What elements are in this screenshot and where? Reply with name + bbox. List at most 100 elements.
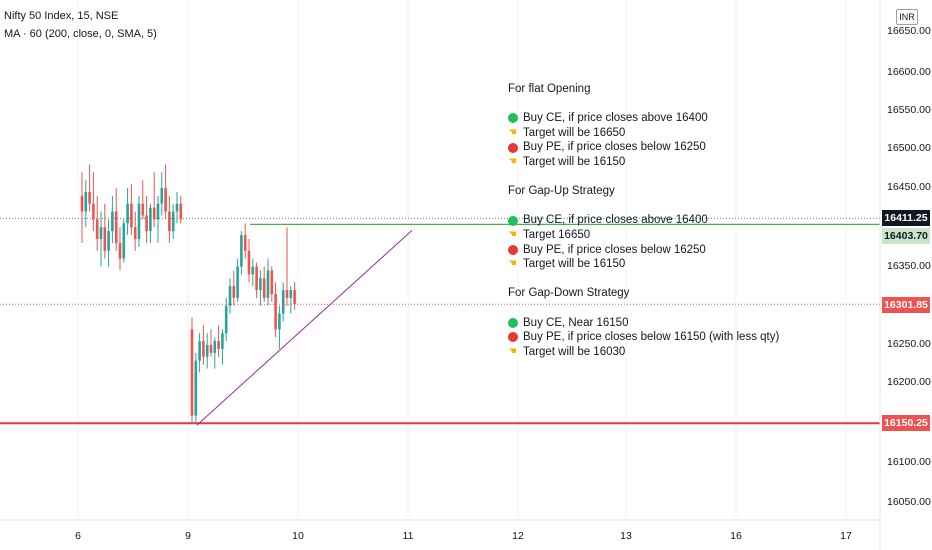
candle[interactable] <box>251 266 255 275</box>
price-label-16301[interactable]: 16301.85 <box>882 297 930 313</box>
candle[interactable] <box>285 290 289 298</box>
candle[interactable] <box>137 203 141 240</box>
y-tick-label: 16200.00 <box>887 376 931 388</box>
candle[interactable] <box>240 235 243 267</box>
candle[interactable] <box>92 203 95 220</box>
candle[interactable] <box>289 290 293 298</box>
candle[interactable] <box>122 223 126 259</box>
candle[interactable] <box>152 207 156 220</box>
candle[interactable] <box>221 333 224 349</box>
x-tick-label: 12 <box>512 530 524 542</box>
red-dot-icon <box>508 142 518 153</box>
x-tick-label: 6 <box>75 530 81 542</box>
green-dot-icon <box>508 113 518 124</box>
candle[interactable] <box>281 290 285 314</box>
candle[interactable] <box>126 203 129 224</box>
candle[interactable] <box>168 211 171 232</box>
note-line: Buy CE, Near 16150 <box>508 316 779 331</box>
x-tick-label: 17 <box>840 530 852 542</box>
candle[interactable] <box>209 345 213 353</box>
x-tick-label: 9 <box>185 530 191 542</box>
currency-badge[interactable]: INR <box>896 9 918 25</box>
pointing-hand-icon: ☚ <box>508 156 517 168</box>
x-tick-label: 13 <box>620 530 632 542</box>
candle[interactable] <box>190 329 194 416</box>
candle[interactable] <box>213 341 217 353</box>
y-tick-label: 16550.00 <box>887 104 931 116</box>
note-line: ☚ Target 16650 <box>508 228 591 241</box>
candle[interactable] <box>278 313 281 330</box>
candle[interactable] <box>80 195 84 212</box>
y-tick-label: 16650.00 <box>887 25 931 37</box>
price-label-16403[interactable]: 16403.70 <box>882 228 930 244</box>
y-tick-label: 16100.00 <box>887 456 931 468</box>
note-line: Buy CE, if price closes above 16400 <box>508 213 779 228</box>
note-line: ☚ Target will be 16030 <box>508 345 626 358</box>
candle[interactable] <box>103 227 107 251</box>
green-dot-icon <box>508 317 518 328</box>
candle[interactable] <box>194 360 198 416</box>
candle[interactable] <box>145 215 148 232</box>
x-tick-label: 11 <box>402 530 414 542</box>
y-tick-label: 16250.00 <box>887 338 931 350</box>
candle[interactable] <box>171 211 175 232</box>
candle[interactable] <box>262 278 266 298</box>
candle[interactable] <box>259 278 262 291</box>
note-heading-gap-up: For Gap-Up Strategy <box>508 185 615 198</box>
trendline[interactable] <box>196 230 413 426</box>
candle[interactable] <box>88 191 91 204</box>
note-line: Buy PE, if price closes below 16250 <box>508 140 779 155</box>
y-tick-label: 16350.00 <box>887 260 931 272</box>
strategy-notes: For flat Opening Buy CE, if price closes… <box>508 82 779 359</box>
candle[interactable] <box>118 242 122 259</box>
candle[interactable] <box>179 203 183 220</box>
candle[interactable] <box>266 270 270 298</box>
candle[interactable] <box>243 235 247 251</box>
candle[interactable] <box>114 211 118 243</box>
note-line: Buy PE, if price closes below 16150 (wit… <box>508 330 779 345</box>
candle[interactable] <box>133 227 137 240</box>
price-label-16150[interactable]: 16150.25 <box>882 415 930 431</box>
pointing-hand-icon: ☚ <box>508 258 517 270</box>
candle[interactable] <box>217 341 220 349</box>
y-tick-label: 16600.00 <box>887 66 931 78</box>
candle[interactable] <box>149 207 152 232</box>
candle[interactable] <box>141 203 145 216</box>
candle[interactable] <box>198 341 201 361</box>
candle[interactable] <box>99 227 103 240</box>
symbol-title[interactable]: Nifty 50 Index, 15, NSE <box>4 10 119 22</box>
note-line: ☚ Target will be 16150 <box>508 258 626 271</box>
x-tick-label: 16 <box>730 530 742 542</box>
candle[interactable] <box>270 270 274 294</box>
candle[interactable] <box>247 250 251 275</box>
candle[interactable] <box>236 266 239 298</box>
pointing-hand-icon: ☚ <box>508 127 517 139</box>
candle[interactable] <box>84 191 88 212</box>
candle[interactable] <box>95 219 99 240</box>
price-label-16411[interactable]: 16411.25 <box>882 210 930 226</box>
y-tick-label: 16050.00 <box>887 496 931 508</box>
candle[interactable] <box>111 211 114 232</box>
candle[interactable] <box>293 290 296 305</box>
y-tick-label: 16500.00 <box>887 142 931 154</box>
candle[interactable] <box>228 286 232 306</box>
candle[interactable] <box>255 266 258 291</box>
candle[interactable] <box>232 286 236 298</box>
note-line: ☚ Target will be 16650 <box>508 126 626 139</box>
candle[interactable] <box>205 345 209 357</box>
note-line: Buy PE, if price closes below 16250 <box>508 243 779 258</box>
indicator-legend[interactable]: MA · 60 (200, close, 0, SMA, 5) <box>4 28 157 40</box>
candle[interactable] <box>107 231 110 251</box>
candle[interactable] <box>274 293 277 330</box>
candle[interactable] <box>202 341 205 357</box>
candle[interactable] <box>130 203 133 228</box>
note-line: ☚ Target will be 16150 <box>508 155 626 168</box>
candle[interactable] <box>224 305 228 334</box>
pointing-hand-icon: ☚ <box>508 229 517 241</box>
y-tick-label: 16450.00 <box>887 181 931 193</box>
candle[interactable] <box>175 203 179 212</box>
candle[interactable] <box>156 203 160 220</box>
candle[interactable] <box>160 188 164 204</box>
candle[interactable] <box>164 188 167 212</box>
